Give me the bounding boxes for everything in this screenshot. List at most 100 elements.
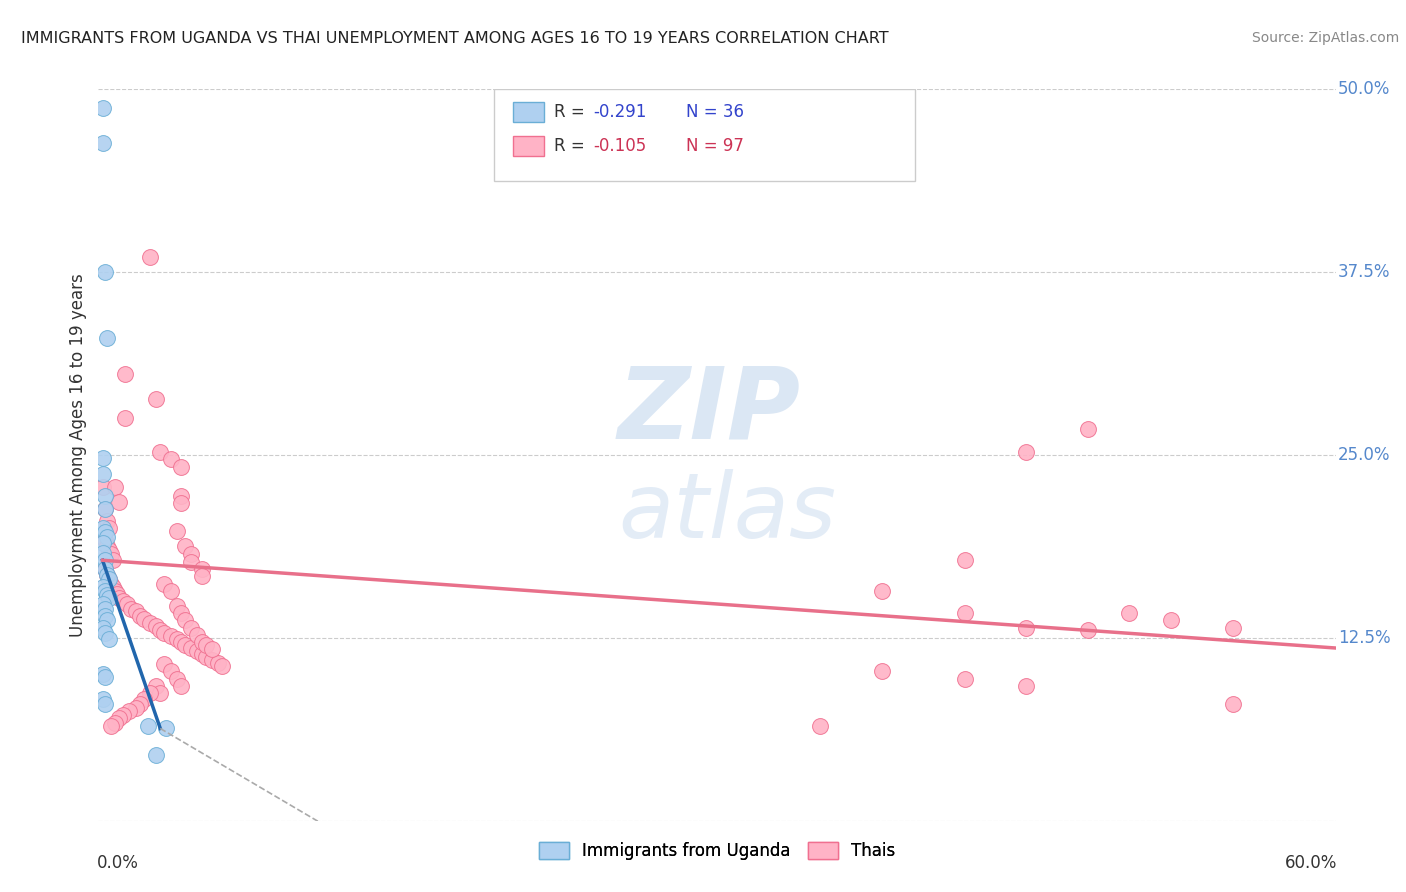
Point: [93, 608, 115, 623]
Point: [105, 587, 128, 601]
Point: [100, 718, 122, 732]
Point: [118, 704, 141, 718]
Point: [1015, 621, 1038, 635]
Point: [93, 553, 115, 567]
Point: [170, 496, 193, 510]
Point: [153, 576, 176, 591]
Text: -0.105: -0.105: [593, 137, 647, 155]
Point: [170, 635, 193, 649]
Point: [124, 701, 146, 715]
Point: [91, 692, 114, 706]
Text: N = 97: N = 97: [686, 137, 744, 155]
Point: [170, 606, 193, 620]
Point: [186, 644, 208, 658]
Point: [1077, 624, 1099, 638]
Point: [91, 480, 114, 494]
Point: [207, 656, 229, 670]
Point: [190, 562, 212, 576]
Point: [153, 657, 176, 672]
Point: [97, 572, 120, 586]
Point: [91, 580, 114, 594]
Point: [96, 588, 118, 602]
Point: [112, 594, 135, 608]
Text: 37.5%: 37.5%: [1339, 263, 1391, 281]
Text: 25.0%: 25.0%: [1339, 446, 1391, 464]
Point: [108, 711, 131, 725]
Point: [91, 467, 114, 481]
Point: [114, 411, 136, 425]
Text: atlas: atlas: [619, 469, 837, 558]
Point: [149, 624, 172, 638]
Point: [108, 494, 131, 508]
Point: [1015, 445, 1038, 459]
Point: [190, 569, 212, 583]
Point: [180, 621, 202, 635]
Point: [108, 591, 131, 606]
Point: [1222, 621, 1244, 635]
Text: Source: ZipAtlas.com: Source: ZipAtlas.com: [1251, 31, 1399, 45]
Point: [97, 632, 120, 647]
Point: [180, 640, 202, 655]
Text: R =: R =: [554, 137, 589, 155]
Point: [153, 626, 176, 640]
Point: [91, 597, 114, 611]
Point: [159, 584, 181, 599]
Point: [194, 638, 217, 652]
FancyBboxPatch shape: [513, 136, 544, 156]
Point: [91, 546, 114, 560]
Point: [808, 718, 831, 732]
Text: 12.5%: 12.5%: [1339, 629, 1391, 647]
Point: [211, 658, 233, 673]
Text: 0.0%: 0.0%: [97, 854, 139, 871]
Point: [91, 450, 114, 465]
Point: [93, 489, 115, 503]
Point: [93, 502, 115, 516]
Y-axis label: Unemployment Among Ages 16 to 19 years: Unemployment Among Ages 16 to 19 years: [69, 273, 87, 637]
Point: [190, 635, 212, 649]
Point: [174, 638, 197, 652]
Point: [100, 576, 122, 591]
FancyBboxPatch shape: [495, 89, 915, 180]
Point: [93, 562, 115, 576]
Point: [145, 679, 167, 693]
Point: [149, 445, 172, 459]
Text: IMMIGRANTS FROM UGANDA VS THAI UNEMPLOYMENT AMONG AGES 16 TO 19 YEARS CORRELATIO: IMMIGRANTS FROM UGANDA VS THAI UNEMPLOYM…: [21, 31, 889, 46]
Point: [166, 672, 188, 686]
Point: [124, 604, 146, 618]
Point: [91, 535, 114, 549]
Point: [93, 265, 115, 279]
Point: [93, 562, 115, 576]
Point: [145, 747, 167, 762]
Point: [93, 601, 115, 615]
Text: N = 36: N = 36: [686, 103, 744, 121]
Point: [170, 679, 193, 693]
Point: [91, 101, 114, 115]
Point: [104, 584, 127, 599]
Point: [159, 452, 181, 467]
Point: [101, 580, 124, 594]
Point: [170, 489, 193, 503]
Point: [145, 392, 167, 407]
Point: [159, 665, 181, 679]
Point: [96, 567, 118, 582]
Point: [93, 670, 115, 684]
Point: [96, 331, 118, 345]
Point: [104, 480, 127, 494]
Point: [1160, 613, 1182, 627]
Point: [97, 543, 120, 558]
Point: [136, 718, 159, 732]
Point: [117, 597, 139, 611]
Point: [93, 697, 115, 711]
Point: [97, 591, 120, 606]
Point: [91, 667, 114, 681]
Text: -0.291: -0.291: [593, 103, 647, 121]
Point: [96, 539, 118, 553]
Point: [93, 584, 115, 599]
Point: [100, 548, 122, 562]
Point: [93, 525, 115, 540]
Point: [93, 626, 115, 640]
Point: [166, 599, 188, 613]
Point: [155, 722, 177, 736]
Point: [1222, 697, 1244, 711]
Point: [128, 608, 150, 623]
